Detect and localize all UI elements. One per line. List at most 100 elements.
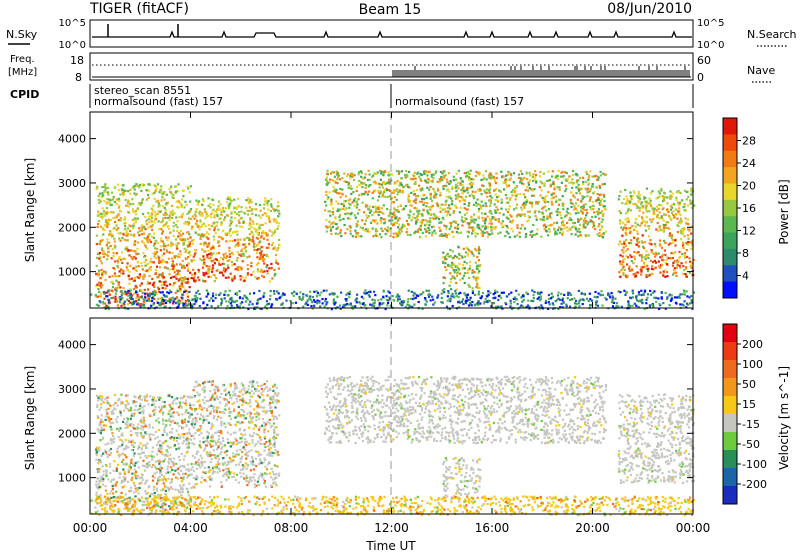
power-cell [650, 304, 653, 307]
power-cell [136, 261, 139, 264]
power-cell [471, 232, 474, 235]
power-cell [153, 191, 156, 195]
power-cell [667, 243, 670, 246]
power-cell [114, 287, 117, 290]
power-cell [685, 198, 688, 201]
power-cell [571, 173, 575, 177]
power-cell [209, 268, 212, 271]
power-cell [108, 241, 111, 244]
power-cell [332, 298, 335, 301]
power-cell [577, 204, 580, 207]
power-cell [329, 210, 332, 213]
power-cell [581, 303, 584, 306]
power-cell [161, 258, 164, 261]
power-cell [471, 190, 474, 193]
power-cell [675, 198, 678, 201]
power-cell [193, 217, 196, 220]
power-cell [267, 200, 270, 203]
power-cell [629, 195, 632, 198]
power-cell [673, 216, 676, 219]
power-cell [577, 188, 580, 191]
power-cell [117, 232, 120, 235]
power-cell [394, 189, 397, 192]
power-cell [658, 226, 661, 229]
power-cell [412, 200, 415, 203]
power-cell [365, 291, 368, 295]
power-cell [502, 291, 505, 294]
power-cell [597, 210, 600, 213]
power-cell [132, 279, 135, 283]
power-cell [467, 304, 471, 307]
power-cell [495, 205, 498, 209]
power-cell [455, 190, 458, 193]
power-cell [562, 227, 566, 230]
power-cell [366, 204, 369, 207]
power-cell [362, 177, 365, 180]
power-cell [114, 300, 117, 303]
power-cell [114, 295, 117, 298]
power-cell [369, 303, 372, 306]
power-cell [666, 270, 669, 274]
power-cell [525, 233, 528, 236]
power-cell [359, 302, 362, 305]
power-cell [435, 193, 438, 196]
power-cell [117, 261, 120, 264]
power-cell [490, 222, 493, 225]
power-cell [422, 203, 425, 206]
power-cell [306, 303, 309, 306]
power-cell [641, 218, 644, 221]
power-cell [172, 225, 175, 228]
power-cell [454, 221, 457, 224]
power-cell [232, 253, 235, 256]
power-cell [184, 277, 187, 280]
power-cell [630, 239, 633, 242]
power-cell [189, 236, 192, 239]
power-cell [673, 203, 676, 206]
power-cell [201, 214, 204, 217]
power-cell [380, 172, 383, 175]
power-cell [421, 188, 424, 191]
power-cell [143, 255, 146, 258]
power-cell [105, 304, 108, 307]
power-cell [179, 250, 182, 253]
power-cell [547, 208, 551, 211]
power-cell [138, 303, 141, 306]
power-cell [505, 197, 508, 200]
power-cell [643, 200, 646, 203]
power-cell [621, 267, 624, 270]
power-cell [151, 192, 154, 195]
power-cell [257, 214, 261, 217]
power-cell [224, 256, 227, 259]
power-cell [147, 234, 150, 237]
power-cell [254, 276, 257, 279]
power-cell [440, 221, 443, 224]
power-cell [333, 302, 336, 305]
power-cell [192, 238, 195, 241]
power-cell [550, 212, 553, 215]
power-cell [233, 277, 236, 280]
power-cell [521, 213, 524, 216]
power-cell [107, 220, 110, 223]
power-cell [264, 305, 267, 308]
power-cell [220, 256, 223, 259]
power-cell [558, 188, 561, 191]
power-cell [674, 244, 677, 247]
power-cell [450, 295, 453, 298]
power-cell [494, 180, 497, 183]
power-cell [395, 295, 398, 298]
power-cell [136, 297, 139, 300]
power-cell [415, 207, 418, 210]
power-cell [466, 247, 469, 251]
power-cell [445, 225, 448, 228]
power-cell [260, 307, 263, 311]
power-cell [213, 226, 216, 229]
power-cell [343, 205, 346, 208]
power-cell [187, 220, 190, 224]
power-cell [344, 298, 347, 301]
power-cell [302, 305, 305, 308]
power-cell [462, 303, 465, 306]
power-cell [431, 204, 434, 207]
power-cell [189, 200, 192, 203]
power-cell [122, 286, 125, 290]
power-cell [666, 263, 669, 266]
